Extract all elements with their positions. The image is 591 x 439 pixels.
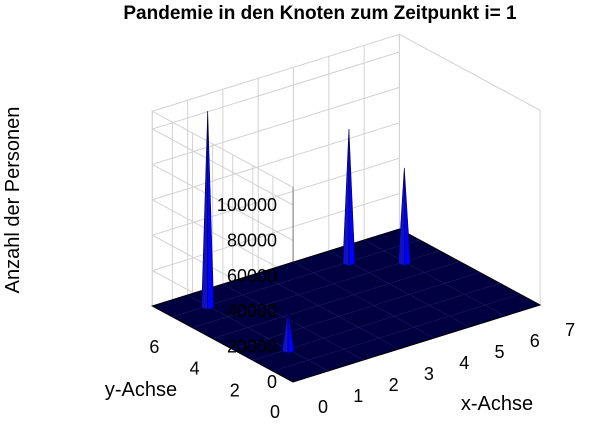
x-tick-label: 1 <box>353 386 363 406</box>
x-tick-label: 5 <box>494 342 504 362</box>
x-tick-label: 6 <box>530 331 540 351</box>
mesh-line-x <box>222 283 364 361</box>
peak-face-right <box>207 111 215 311</box>
peak-face-left <box>342 129 350 267</box>
mesh-line-x <box>363 239 505 317</box>
mesh-line-x <box>293 261 435 339</box>
gridline-z <box>151 122 400 277</box>
y-tick-label: 6 <box>149 337 159 357</box>
z-tick-label: 80000 <box>227 230 277 250</box>
x-tick-label: 3 <box>424 364 434 384</box>
mesh-line-x <box>258 272 400 350</box>
x-tick-label: 0 <box>318 397 328 417</box>
peak <box>397 167 411 267</box>
peak-face-right <box>287 310 295 354</box>
z-tick-label: 40000 <box>227 301 277 321</box>
peak-face-right <box>348 129 356 267</box>
mesh-line-y <box>252 282 500 361</box>
peak-face-left <box>201 111 208 311</box>
peaks <box>201 111 411 354</box>
z-tick-label: 20000 <box>227 337 277 357</box>
x-tick-label: 4 <box>459 353 469 373</box>
x-tick-label: 7 <box>565 320 575 340</box>
peak <box>281 310 295 354</box>
y-axis-label: y-Achse <box>105 379 177 401</box>
tick-labels: 0 20000 40000 60000 80000 100000 0 1 2 3 4 5 6 7 0 2 4 6 <box>149 195 575 422</box>
y-tick-label: 0 <box>270 402 280 422</box>
peak-face-right <box>403 167 411 267</box>
x-tick-label: 2 <box>389 375 399 395</box>
z-axis-label: Anzahl der Personen <box>2 107 24 294</box>
mesh-line-y <box>232 272 480 350</box>
gridline-z <box>151 51 400 206</box>
surface-floor <box>151 228 542 383</box>
z-tick-label: 60000 <box>227 266 277 286</box>
peak <box>201 111 215 311</box>
y-tick-label: 4 <box>190 359 200 379</box>
y-tick-label: 2 <box>230 380 240 400</box>
z-tick-label: 100000 <box>217 195 277 215</box>
gridline-z <box>151 86 400 241</box>
x-axis-label: x-Achse <box>461 393 533 415</box>
chart-title: Pandemie in den Knoten zum Zeitpunkt i= … <box>123 3 517 24</box>
mesh-line-y <box>212 261 460 339</box>
mesh-line-y <box>272 293 521 372</box>
peak <box>342 129 356 267</box>
z-tick-label: 0 <box>267 372 277 392</box>
